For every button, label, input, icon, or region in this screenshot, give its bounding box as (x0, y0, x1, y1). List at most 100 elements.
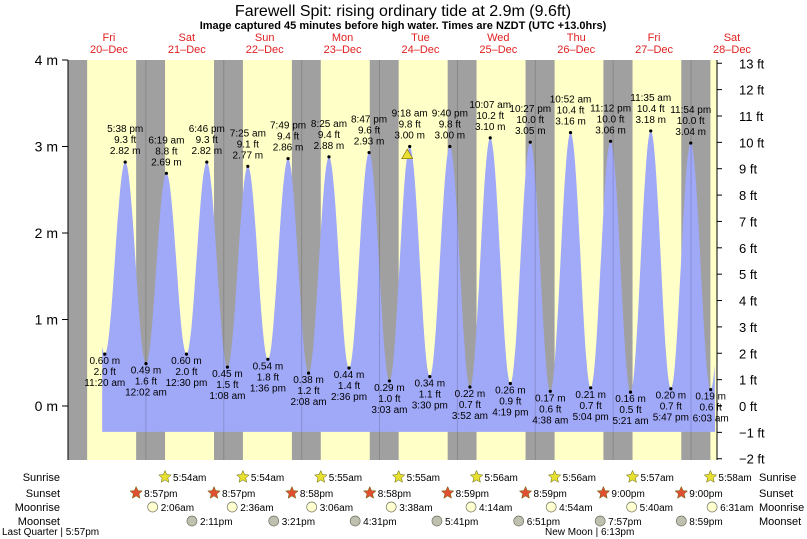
y-right-tick-label: 0 ft (739, 399, 757, 414)
low-tide-label: 3:52 am (452, 411, 488, 422)
astro-row-label-right: Moonrise (759, 502, 804, 514)
low-tide-label: 1:08 am (209, 391, 245, 402)
moonrise-icon (385, 501, 397, 513)
y-axis-left: 4 m 3 m 2 m 1 m 0 m (35, 52, 68, 414)
high-tide-label: 11:35 am (630, 93, 671, 104)
sunset-time: 8:57pm (144, 489, 177, 500)
moonset-icon (594, 515, 606, 527)
sunset-time: 8:57pm (222, 489, 255, 500)
sunrise-time: 5:57am (641, 473, 674, 484)
moonset-icon (349, 515, 361, 527)
low-tide-label: 0.26 m (495, 386, 526, 397)
high-tide-label: 9.3 ft (114, 135, 136, 146)
high-tide-label: 8:47 pm (351, 115, 387, 126)
high-tide-label: 6:19 am (148, 135, 184, 146)
day-label-date: 23–Dec (324, 44, 362, 56)
high-tide-label: 3.00 m (394, 131, 425, 142)
high-tide-label: 10.4 ft (637, 104, 665, 115)
sunrise-time: 5:55am (329, 473, 362, 484)
high-tide-point (327, 155, 331, 159)
moonrise-icon (306, 501, 318, 513)
low-tide-point (468, 385, 472, 389)
low-tide-label: 0.7 ft (660, 402, 682, 413)
y-right-tick-label: 8 ft (739, 188, 757, 203)
moonset-time: 8:59pm (689, 517, 722, 528)
day-label-dow: Sun (255, 32, 275, 44)
high-tide-label: 3.10 m (475, 122, 506, 133)
y-axis-right: 13 ft 12 ft 11 ft 10 ft 9 ft 8 ft 7 ft 6 ft 5 ft… (717, 56, 765, 467)
y-left-tick-label: 2 m (35, 225, 58, 241)
high-tide-point (123, 160, 127, 164)
moonrise-time: 3:06am (320, 503, 353, 514)
low-tide-label: 4:38 am (532, 415, 568, 426)
high-tide-label: 3.18 m (635, 115, 666, 126)
low-tide-label: 1.0 ft (378, 394, 400, 405)
sunrise-icon (236, 469, 250, 483)
day-label-dow: Thu (567, 32, 586, 44)
moonrise-icon (147, 501, 159, 513)
high-tide-label: 9.6 ft (358, 126, 380, 137)
day-label-date: 28–Dec (713, 44, 751, 56)
moonset-icon (513, 515, 525, 527)
high-tide-label: 9.1 ft (237, 139, 259, 150)
sunset-time: 8:58pm (378, 489, 411, 500)
sunset-time: 9:00pm (689, 489, 722, 500)
astro-row-label-left: Sunset (26, 488, 60, 500)
y-right-tick-label: 6 ft (739, 241, 757, 256)
low-tide-label: 3:03 am (371, 405, 407, 416)
high-tide-point (286, 157, 290, 161)
moonset-time: 3:21pm (282, 517, 315, 528)
high-tide-label: 9.8 ft (439, 120, 461, 131)
sunset-icon (518, 485, 533, 499)
high-tide-label: 9.8 ft (399, 120, 421, 131)
low-tide-point (306, 371, 311, 375)
low-tide-label: 2.0 ft (175, 367, 197, 378)
low-tide-label: 0.21 m (575, 390, 606, 401)
high-tide-label: 9:18 am (392, 109, 428, 120)
high-tide-label: 2.82 m (191, 146, 222, 157)
y-right-tick-label: −2 ft (739, 452, 765, 467)
moonset-icon (431, 515, 443, 527)
y-left-tick-label: 1 m (35, 312, 58, 328)
tide-area (102, 130, 716, 432)
y-right-tick-label: 9 ft (739, 162, 757, 177)
chart-title: Farewell Spit: rising ordinary tide at 2… (235, 3, 571, 20)
low-tide-label: 12:30 pm (166, 378, 208, 389)
low-tide-label: 5:21 am (612, 416, 648, 427)
moonrise-icon (706, 501, 718, 513)
day-label-dow: Sat (179, 32, 196, 44)
high-tide-label: 2.69 m (151, 157, 182, 168)
sunrise-icon (158, 469, 172, 483)
high-tide-point (608, 139, 613, 143)
high-tide-label: 3.00 m (435, 131, 466, 142)
low-tide-point (266, 357, 270, 361)
moonrise-time: 5:40am (640, 503, 673, 514)
high-tide-label: 2.82 m (110, 146, 141, 157)
low-tide-label: 0.7 ft (580, 401, 602, 412)
low-tide-label: 0.16 m (615, 394, 646, 405)
current-level-marker (401, 148, 414, 159)
low-tide-label: 1.8 ft (257, 372, 279, 383)
high-tide-point (367, 150, 371, 155)
high-tide-label: 10.0 ft (597, 114, 625, 125)
low-tide-label: 0.45 m (212, 369, 243, 380)
astro-row-label-left: Moonset (18, 516, 60, 528)
low-tide-label: 0.5 ft (619, 405, 641, 416)
high-tide-label: 11:54 pm (670, 105, 711, 116)
low-tide-point (589, 386, 593, 390)
low-tide-label: 0.54 m (253, 361, 284, 372)
high-tide-point (568, 131, 573, 135)
low-tide-label: 5:04 pm (573, 412, 609, 423)
day-labels: Fri20–DecSat21–DecSun22–DecMon23–DecTue2… (90, 32, 751, 56)
sunset-icon (129, 485, 143, 499)
high-tide-point (649, 129, 653, 133)
night-band (68, 60, 88, 460)
high-tide-point (528, 140, 532, 144)
high-tide-label: 9.4 ft (277, 132, 299, 143)
day-label-dow: Tue (411, 32, 430, 44)
sunrise-icon (703, 469, 718, 483)
low-tide-point (387, 379, 392, 383)
day-label-date: 27–Dec (635, 44, 673, 56)
